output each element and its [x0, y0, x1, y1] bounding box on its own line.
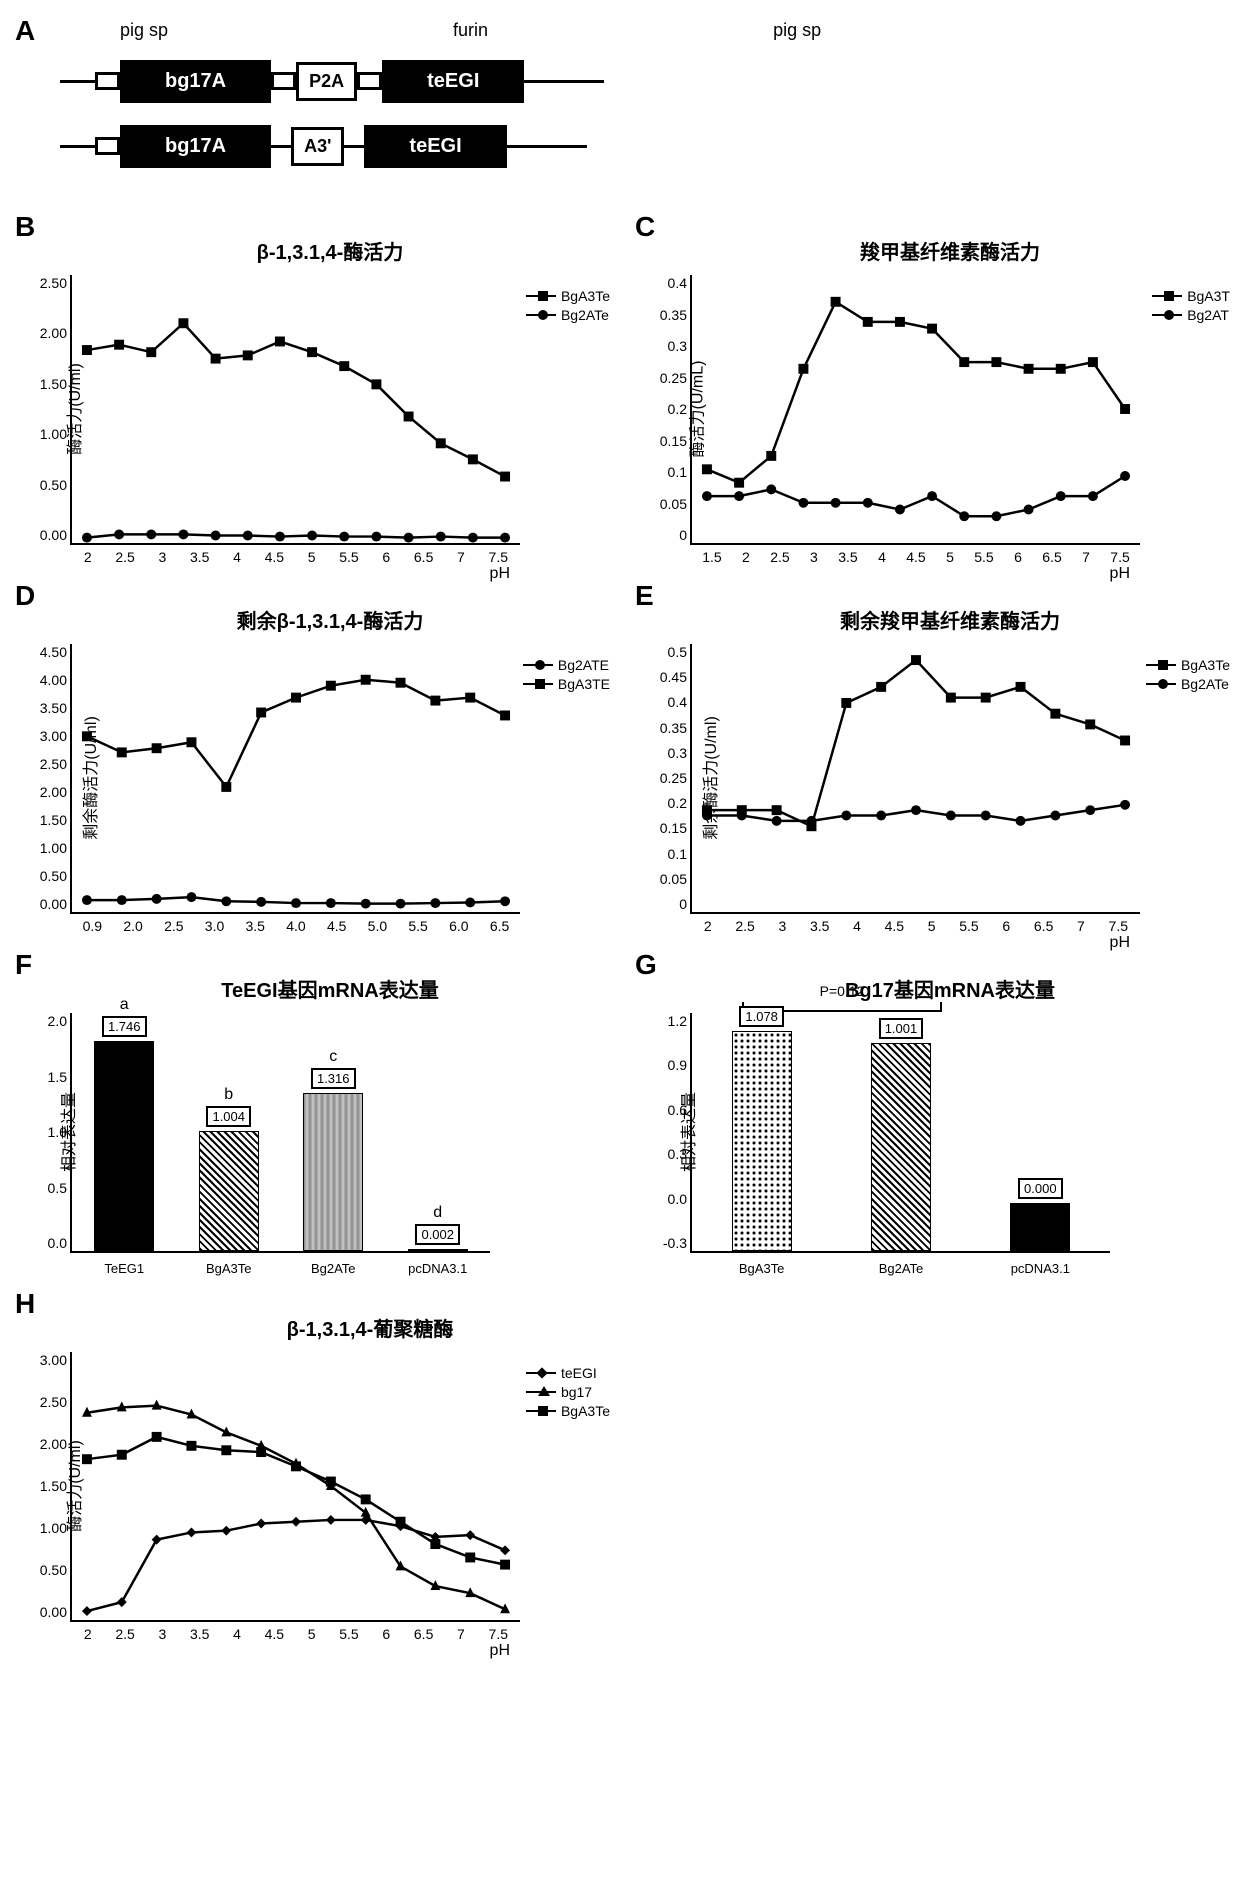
legend-item: Bg2ATe: [1146, 676, 1230, 692]
panel-label-h: H: [15, 1288, 35, 1320]
gene-bg17a-1: bg17A: [120, 60, 271, 103]
legend-item: BgA3Te: [526, 1403, 610, 1419]
chart-title-h: β-1,3.1,4-葡聚糖酶: [70, 1313, 670, 1342]
chart-title-b: β-1,3.1,4-酶活力: [70, 236, 590, 265]
panel-g: G Bg17基因mRNA表达量 相对表达量 P=0.12 -0.30.00.30…: [640, 954, 1220, 1263]
legend-item: teEGI: [526, 1365, 610, 1381]
label-pigsp1: pig sp: [120, 20, 168, 41]
plot-h: 酶活力(U/ml) pH 0.000.501.001.502.002.503.0…: [70, 1352, 520, 1622]
bar: c1.316Bg2ATe: [303, 1048, 363, 1251]
plot-e: 剩余酶活力(U/ml) pH 00.050.10.150.20.250.30.3…: [690, 644, 1140, 914]
panel-label-b: B: [15, 211, 35, 243]
gene-bg17a-2: bg17A: [120, 125, 271, 168]
sp-box-3: [95, 137, 120, 155]
p2a-box: P2A: [296, 62, 357, 101]
panel-b: B β-1,3.1,4-酶活力 酶活力(U/ml) pH 0.000.501.0…: [20, 216, 600, 555]
panel-a: A pig sp furin pig sp bg17A P2A teEGI bg…: [20, 20, 1220, 186]
chart-title-e: 剩余羧甲基纤维素酶活力: [690, 605, 1210, 634]
legend-item: BgA3T: [1152, 288, 1230, 304]
plot-g: 相对表达量 P=0.12 -0.30.00.30.60.91.2 1.078Bg…: [690, 1013, 1110, 1253]
a3-box: A3': [291, 127, 344, 166]
furin-box: [271, 72, 296, 90]
bar: d0.002pcDNA3.1: [408, 1204, 468, 1251]
panel-label-d: D: [15, 580, 35, 612]
sp-box-1: [95, 72, 120, 90]
panel-d: D 剩余β-1,3.1,4-酶活力 剩余酶活力(U/ml) 0.000.501.…: [20, 585, 600, 924]
bar: 1.078BgA3Te: [732, 1006, 792, 1251]
label-pigsp2: pig sp: [773, 20, 821, 41]
xlabel-c: pH: [1110, 565, 1130, 583]
panel-label-c: C: [635, 211, 655, 243]
construct-1: bg17A P2A teEGI: [60, 56, 1220, 106]
bar: 0.000pcDNA3.1: [1010, 1178, 1070, 1251]
chart-title-d: 剩余β-1,3.1,4-酶活力: [70, 605, 590, 634]
legend-item: BgA3TE: [523, 676, 610, 692]
plot-d: 剩余酶活力(U/ml) 0.000.501.001.502.002.503.00…: [70, 644, 520, 914]
legend-item: BgA3Te: [1146, 657, 1230, 673]
gene-teegi-2: teEGI: [364, 125, 506, 168]
panel-label-g: G: [635, 949, 657, 981]
gene-teegi-1: teEGI: [382, 60, 524, 103]
xlabel-e: pH: [1110, 934, 1130, 952]
legend-item: Bg2AT: [1152, 307, 1230, 323]
panel-label-f: F: [15, 949, 32, 981]
legend-item: Bg2ATe: [526, 307, 610, 323]
legend-item: BgA3Te: [526, 288, 610, 304]
sp-box-2: [357, 72, 382, 90]
xlabel-h: pH: [490, 1642, 510, 1660]
chart-title-c: 羧甲基纤维素酶活力: [690, 236, 1210, 265]
bar: b1.004BgA3Te: [199, 1086, 259, 1251]
panel-c: C 羧甲基纤维素酶活力 酶活力(U/mL) pH 00.050.10.150.2…: [640, 216, 1220, 555]
bar: a1.746TeEG1: [94, 996, 154, 1251]
legend-item: Bg2ATE: [523, 657, 610, 673]
panel-f: F TeEGI基因mRNA表达量 相对表达量 0.00.51.01.52.0 a…: [20, 954, 600, 1263]
legend-item: bg17: [526, 1384, 610, 1400]
label-furin: furin: [453, 20, 488, 41]
plot-c: 酶活力(U/mL) pH 00.050.10.150.20.250.30.350…: [690, 275, 1140, 545]
panel-label-e: E: [635, 580, 654, 612]
panel-e: E 剩余羧甲基纤维素酶活力 剩余酶活力(U/ml) pH 00.050.10.1…: [640, 585, 1220, 924]
xlabel-b: pH: [490, 565, 510, 583]
plot-f: 相对表达量 0.00.51.01.52.0 a1.746TeEG1b1.004B…: [70, 1013, 490, 1253]
construct-2: bg17A A3' teEGI: [60, 121, 1220, 171]
plot-b: 酶活力(U/ml) pH 0.000.501.001.502.002.50 22…: [70, 275, 520, 545]
panel-h: H β-1,3.1,4-葡聚糖酶 酶活力(U/ml) pH 0.000.501.…: [20, 1293, 1220, 1632]
bar: 1.001Bg2ATe: [871, 1018, 931, 1251]
panel-label-a: A: [15, 15, 35, 47]
